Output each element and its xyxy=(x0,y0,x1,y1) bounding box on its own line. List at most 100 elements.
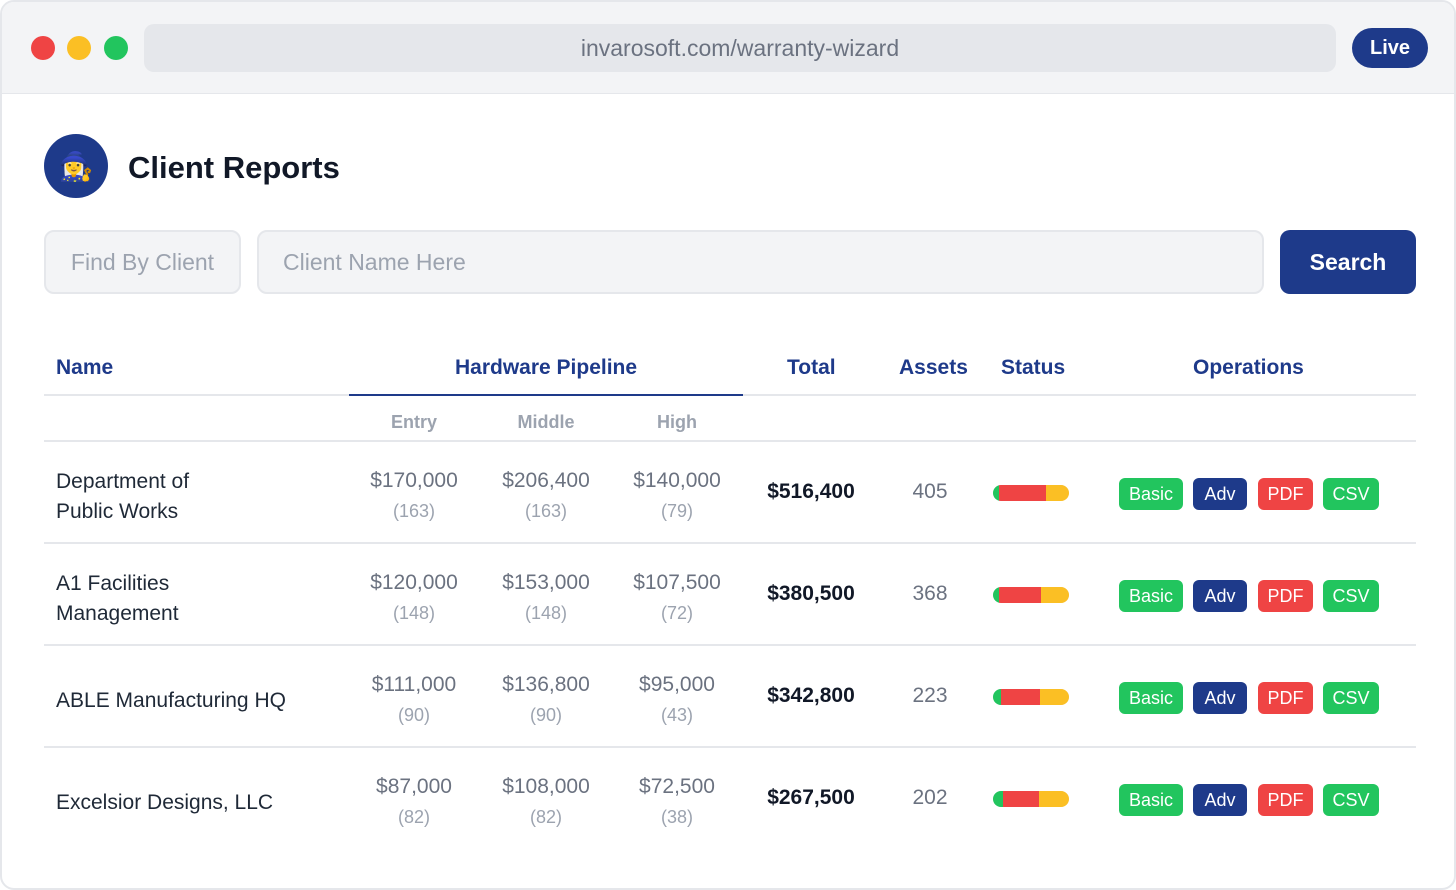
status-bar xyxy=(993,587,1069,603)
assets-count: 223 xyxy=(912,684,948,707)
live-badge: Live xyxy=(1352,28,1428,68)
status-segment-red xyxy=(999,587,1041,603)
csv-export-button[interactable]: CSV xyxy=(1323,784,1379,816)
csv-export-button[interactable]: CSV xyxy=(1323,682,1379,714)
column-header-status[interactable]: Status xyxy=(1001,356,1066,379)
high-count: (43) xyxy=(660,705,693,725)
table-row[interactable]: Department of Public Works $170,000 (163) $2… xyxy=(44,442,1416,544)
address-bar[interactable]: invarosoft.com/warranty-wizard xyxy=(144,24,1336,72)
middle-amount: $108,000 xyxy=(502,775,590,798)
pdf-export-button[interactable]: PDF xyxy=(1258,682,1313,714)
status-segment-red xyxy=(1002,791,1039,807)
status-segment-yellow xyxy=(1046,485,1069,501)
csv-export-button[interactable]: CSV xyxy=(1323,478,1379,510)
page-title: Client Reports xyxy=(128,150,340,185)
middle-count: (163) xyxy=(524,501,568,521)
basic-report-button[interactable]: Basic xyxy=(1119,784,1183,816)
client-name-line1: A1 Facilities xyxy=(56,572,170,595)
status-segment-red xyxy=(1000,689,1041,705)
subheader-divider xyxy=(44,440,1416,442)
client-name[interactable]: ABLE Manufacturing HQ xyxy=(56,686,336,716)
status-segment-green xyxy=(993,587,1000,603)
high-amount: $107,500 xyxy=(633,571,721,594)
pdf-export-button[interactable]: PDF xyxy=(1258,580,1313,612)
client-name-line1: Department of xyxy=(56,470,190,493)
close-window-icon[interactable] xyxy=(31,36,55,60)
assets-count: 202 xyxy=(912,786,948,809)
client-name[interactable]: Department of Public Works xyxy=(56,467,336,527)
table-row[interactable]: Excelsior Designs, LLC $87,000 (82) $108,00… xyxy=(44,748,1416,850)
middle-amount: $153,000 xyxy=(502,571,590,594)
assets-count: 405 xyxy=(912,480,948,503)
entry-count: (90) xyxy=(397,705,430,725)
entry-cell: $120,000 (148) xyxy=(349,568,479,628)
entry-cell: $87,000 (82) xyxy=(349,772,479,832)
total-value: $516,400 xyxy=(767,480,855,503)
browser-titlebar: invarosoft.com/warranty-wizard Live xyxy=(2,2,1454,94)
entry-amount: $120,000 xyxy=(370,571,458,594)
entry-count: (163) xyxy=(392,501,436,521)
pdf-export-button[interactable]: PDF xyxy=(1258,478,1313,510)
entry-amount: $111,000 xyxy=(371,673,457,696)
middle-count: (82) xyxy=(529,807,562,827)
status-bar xyxy=(993,791,1069,807)
advanced-report-button[interactable]: Adv xyxy=(1193,784,1247,816)
column-header-operations: Operations xyxy=(1193,356,1304,379)
total-value: $342,800 xyxy=(767,684,855,707)
middle-amount: $206,400 xyxy=(502,469,590,492)
pipeline-group-underline xyxy=(349,394,743,396)
csv-export-button[interactable]: CSV xyxy=(1323,580,1379,612)
middle-count: (148) xyxy=(524,603,568,623)
advanced-report-button[interactable]: Adv xyxy=(1193,682,1247,714)
client-name-line1: ABLE Manufacturing HQ xyxy=(56,689,286,712)
high-cell: $95,000 (43) xyxy=(612,670,742,730)
maximize-window-icon[interactable] xyxy=(104,36,128,60)
high-amount: $72,500 xyxy=(639,775,715,798)
middle-cell: $108,000 (82) xyxy=(481,772,611,832)
table-row[interactable]: A1 Facilities Management $120,000 (148) $153… xyxy=(44,544,1416,646)
client-name-line2: Public Works xyxy=(56,500,179,523)
search-button[interactable]: Search xyxy=(1280,230,1416,294)
total-value: $267,500 xyxy=(767,786,855,809)
column-header-total[interactable]: Total xyxy=(787,356,836,379)
client-name-line2: Management xyxy=(56,602,179,625)
column-header-assets[interactable]: Assets xyxy=(899,356,968,379)
wizard-avatar-icon: 🧙‍♀️ xyxy=(44,134,108,198)
status-bar xyxy=(993,689,1069,705)
status-segment-green xyxy=(993,689,1001,705)
entry-amount: $170,000 xyxy=(370,469,458,492)
entry-count: (148) xyxy=(392,603,436,623)
entry-count: (82) xyxy=(397,807,430,827)
table-row[interactable]: ABLE Manufacturing HQ $111,000 (90) $136,80… xyxy=(44,646,1416,748)
client-name[interactable]: Excelsior Designs, LLC xyxy=(56,788,336,818)
basic-report-button[interactable]: Basic xyxy=(1119,478,1183,510)
total-value: $380,500 xyxy=(767,582,855,605)
status-segment-green xyxy=(993,485,1000,501)
client-name[interactable]: A1 Facilities Management xyxy=(56,569,336,629)
basic-report-button[interactable]: Basic xyxy=(1119,580,1183,612)
basic-report-button[interactable]: Basic xyxy=(1119,682,1183,714)
middle-cell: $206,400 (163) xyxy=(481,466,611,526)
client-search-input[interactable] xyxy=(257,230,1264,294)
column-header-name[interactable]: Name xyxy=(56,356,114,379)
advanced-report-button[interactable]: Adv xyxy=(1193,580,1247,612)
high-count: (72) xyxy=(660,603,693,623)
advanced-report-button[interactable]: Adv xyxy=(1193,478,1247,510)
high-cell: $107,500 (72) xyxy=(612,568,742,628)
column-header-hardware-pipeline[interactable]: Hardware Pipeline xyxy=(455,356,638,379)
status-segment-green xyxy=(993,791,1003,807)
middle-cell: $153,000 (148) xyxy=(481,568,611,628)
subheader-entry[interactable]: Entry xyxy=(390,412,437,432)
status-bar xyxy=(993,485,1069,501)
subheader-middle[interactable]: Middle xyxy=(517,412,575,432)
entry-cell: $170,000 (163) xyxy=(349,466,479,526)
status-segment-red xyxy=(999,485,1047,501)
subheader-high[interactable]: High xyxy=(657,412,697,432)
high-count: (79) xyxy=(660,501,693,521)
middle-amount: $136,800 xyxy=(502,673,590,696)
minimize-window-icon[interactable] xyxy=(67,36,91,60)
entry-cell: $111,000 (90) xyxy=(349,670,479,730)
pdf-export-button[interactable]: PDF xyxy=(1258,784,1313,816)
middle-count: (90) xyxy=(529,705,562,725)
